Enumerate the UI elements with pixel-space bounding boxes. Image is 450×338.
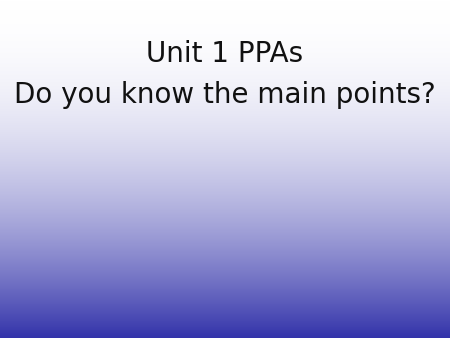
- Text: Do you know the main points?: Do you know the main points?: [14, 81, 436, 108]
- Text: Unit 1 PPAs: Unit 1 PPAs: [146, 40, 304, 68]
